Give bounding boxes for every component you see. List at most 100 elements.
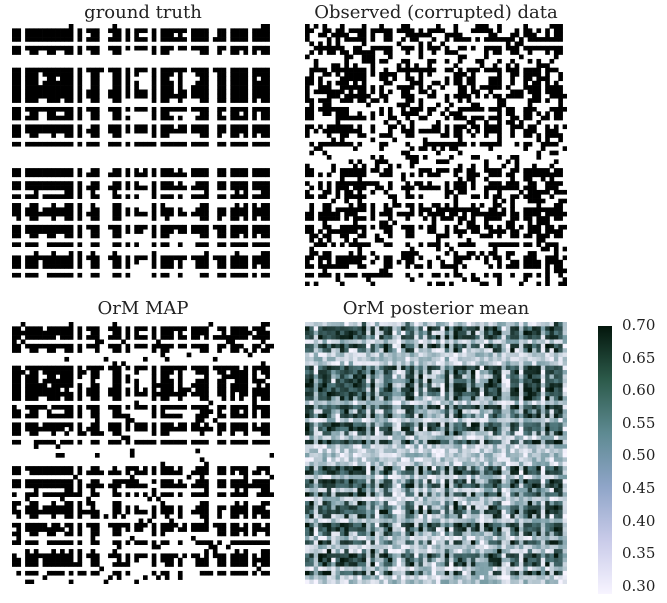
heatmap-cell [256,335,262,340]
heatmap-cell [108,255,113,261]
heatmap-cell [16,111,22,116]
heatmap-cell [252,172,257,178]
heatmap-cell [33,216,39,221]
heatmap-cell [387,181,393,186]
heatmap-cell [409,111,415,116]
heatmap-cell [68,233,74,239]
heatmap-cell [239,570,244,576]
heatmap-cell [492,330,498,336]
heatmap-cell [396,85,402,90]
heatmap-cell [260,50,266,55]
heatmap-cell [38,37,43,42]
heatmap-cell [60,76,65,82]
heatmap-cell [409,185,415,191]
heatmap-cell [151,479,157,484]
heatmap-cell [540,63,546,68]
heatmap-cell [90,557,96,563]
heatmap-cell [497,322,502,327]
heatmap-cell [409,326,415,332]
heatmap-cell [396,322,402,327]
heatmap-cell [357,352,363,358]
heatmap-cell [169,128,174,134]
heatmap-cell [405,85,411,90]
heatmap-cell [514,181,520,186]
heatmap-cell [331,89,336,95]
heatmap-cell [497,37,502,42]
heatmap-cell [414,32,419,38]
heatmap-cell [505,348,511,353]
heatmap-cell [29,37,35,42]
heatmap-cell [514,93,520,99]
heatmap-cell [204,264,209,269]
heatmap-cell [527,224,533,230]
heatmap-cell [230,242,235,247]
heatmap-cell [331,106,336,112]
heatmap-cell [204,50,209,55]
heatmap-cell [125,479,131,484]
heatmap-cell [309,229,315,234]
heatmap-cell [73,474,78,480]
heatmap-cell [265,553,270,559]
heatmap-cell [361,339,367,345]
heatmap-cell [518,124,524,130]
heatmap-cell [427,335,432,340]
heatmap-cell [204,80,209,86]
heatmap-cell [173,326,179,332]
heatmap-cell [379,89,384,95]
heatmap-cell [55,128,61,134]
heatmap-cell [256,128,262,134]
heatmap-cell [160,557,166,563]
heatmap-cell [453,141,459,147]
heatmap-cell [256,527,262,532]
heatmap-cell [243,562,249,567]
heatmap-cell [470,220,476,226]
heatmap-cell [453,185,459,191]
heatmap-cell [536,120,542,125]
heatmap-cell [545,181,550,186]
heatmap-cell [208,570,214,576]
heatmap-cell [160,89,166,95]
heatmap-cell [143,326,148,332]
heatmap-cell [305,115,310,121]
heatmap-cell [164,233,170,239]
heatmap-cell [440,335,446,340]
heatmap-cell [143,553,148,559]
heatmap-cell [195,557,201,563]
heatmap-cell [60,466,65,471]
heatmap-cell [112,141,118,147]
heatmap-cell [46,479,52,484]
heatmap-cell [396,326,402,332]
heatmap-cell [143,422,148,428]
heatmap-cell [51,396,56,401]
heatmap-cell [497,326,502,332]
heatmap-cell [112,203,118,208]
heatmap-cell [221,326,227,332]
heatmap-cell [191,255,196,261]
heatmap-cell [326,216,332,221]
heatmap-cell [322,89,328,95]
heatmap-cell [116,383,122,388]
heatmap-cell [112,211,118,217]
heatmap-cell [379,352,384,358]
heatmap-cell [497,128,502,134]
heatmap-cell [125,439,131,445]
heatmap-cell [33,374,39,380]
heatmap-cell [553,203,559,208]
heatmap-cell [527,185,533,191]
heatmap-cell [505,106,511,112]
heatmap-cell [169,89,174,95]
heatmap-cell [396,343,402,349]
heatmap-cell [151,216,157,221]
heatmap-cell [418,72,424,77]
heatmap-cell [405,98,411,103]
heatmap-cell [129,418,135,423]
heatmap-cell [326,45,332,51]
heatmap-cell [234,229,240,234]
heatmap-cell [16,259,22,265]
heatmap-cell [457,168,463,173]
heatmap-cell [265,168,270,173]
heatmap-cell [260,211,266,217]
heatmap-cell [134,404,139,410]
heatmap-cell [479,251,485,256]
heatmap-cell [549,89,555,95]
